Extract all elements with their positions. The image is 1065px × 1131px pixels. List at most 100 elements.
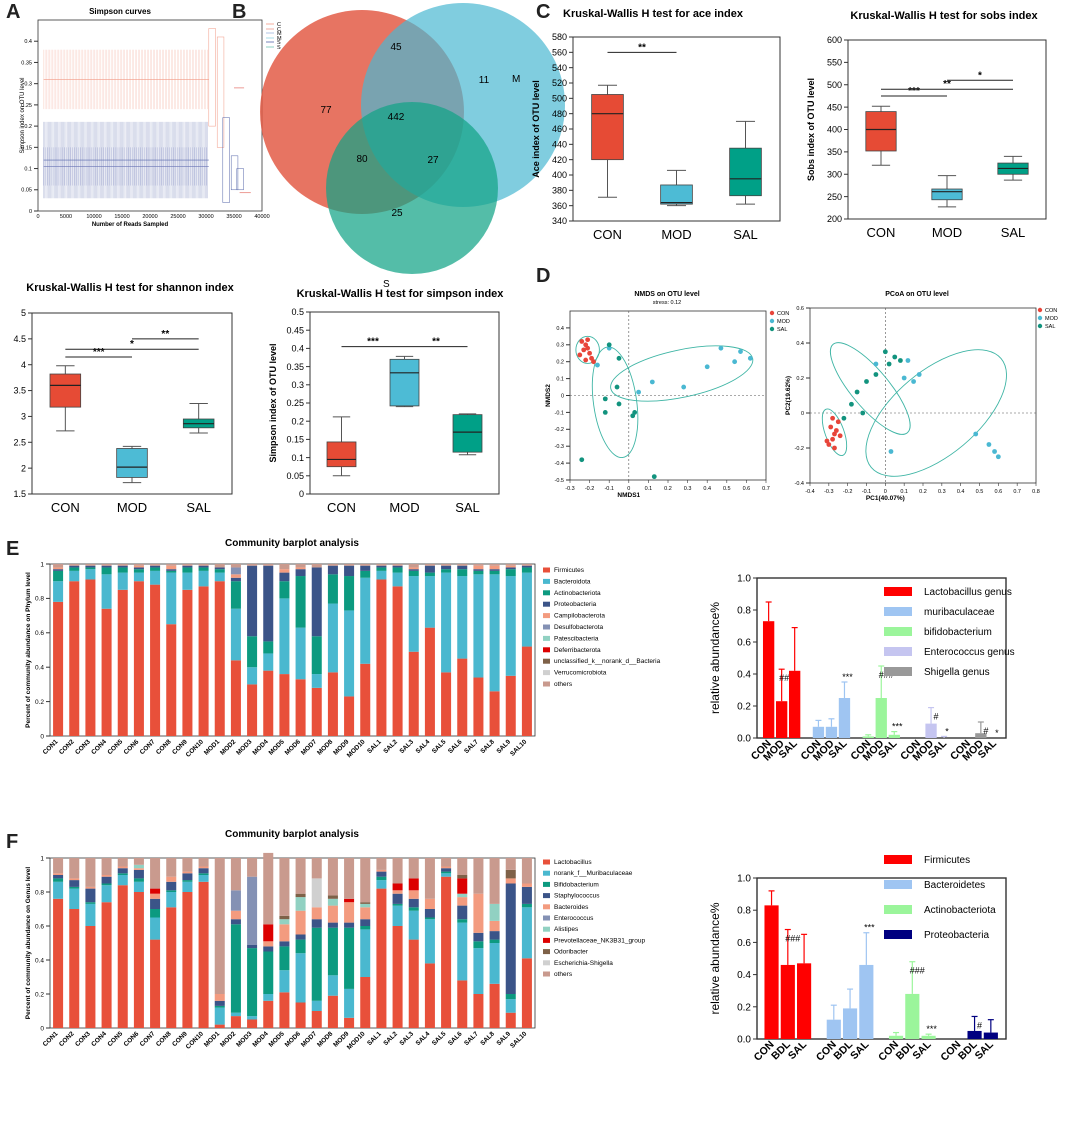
box-con [326,441,357,468]
stack-segment [198,586,209,736]
legend-swatch [543,681,550,687]
y-tick-label: 0 [561,393,564,399]
x-tick-label: MOD4 [251,738,270,757]
y-tick-label: 1 [40,561,44,568]
stack-segment [441,858,452,867]
bar-sal [859,964,874,1039]
y-tick-label: 0.2 [796,376,804,382]
y-tick-label: 0.0 [737,1035,751,1046]
stack-segment [473,574,484,678]
stack-segment [166,565,177,570]
y-tick-label: 0.4 [35,957,44,964]
y-tick-label: 0.45 [286,325,304,335]
y-tick-label: 0.4 [291,344,304,354]
y-tick-label: 0.2 [35,699,44,706]
stack-segment [521,565,532,568]
stack-segment [53,570,64,582]
x-tick-label: MOD8 [316,1030,335,1049]
legend-swatch [543,960,550,966]
stack-segment [327,564,338,566]
box-mod [660,184,693,205]
point-sal [614,384,620,390]
stack-segment [327,905,338,923]
point-mod [986,442,992,447]
stack-segment [263,924,274,942]
legend-label: Campilobacterota [554,613,605,620]
stack-segment [279,924,290,942]
stack-segment [295,569,306,577]
stack-segment [133,864,144,869]
legend-label: M [277,36,282,42]
x-tick-label: 10000 [86,214,101,220]
stack-segment [230,567,241,575]
point-sal [630,413,636,419]
stack-segment [214,1005,225,1008]
stack-segment [133,569,144,573]
legend-label: bifidobacterium [924,627,992,638]
stack-segment [247,565,258,637]
x-tick-label: 0.4 [957,489,965,495]
stack-segment [521,567,532,573]
stack-segment [344,902,355,923]
stack-segment [489,903,500,921]
stack-segment [457,893,468,898]
legend-swatch [884,880,912,889]
stack-segment [360,907,371,920]
stack-segment [182,858,193,872]
legend-swatch [884,627,912,636]
stack-segment [279,970,290,993]
confidence-ellipse [829,342,911,435]
venn-circle-s [326,102,498,274]
stack-segment [182,881,193,892]
x-tick-label: MOD [117,500,147,515]
stack-segment [198,570,209,587]
stack-segment [101,608,112,736]
stack-segment [198,565,209,568]
x-tick-label: 0.3 [684,486,692,492]
stack-segment [263,1000,274,1028]
x-tick-label: CON2 [58,1030,76,1048]
y-tick-label: 580 [552,32,567,42]
stack-segment [360,577,371,664]
stack-segment [505,1012,516,1028]
legend-label: muribaculaceae [924,607,995,618]
x-tick-label: 0.7 [1013,489,1021,495]
y-tick-label: 0 [29,209,32,215]
box-con [865,111,897,152]
x-tick-label: CON10 [185,1030,206,1051]
legend-swatch [543,658,550,664]
stack-segment [198,875,209,882]
legend-swatch [543,893,550,899]
legend-label: Bacteroidetes [924,880,985,891]
x-tick-label: SAL1 [366,738,383,755]
stack-segment [489,691,500,736]
stack-segment [360,564,371,566]
stack-segment [53,878,64,882]
point-con [828,424,834,430]
plot-frame [49,857,536,1029]
stack-segment [166,890,177,892]
legend-marker [769,318,775,324]
stack-segment [521,564,532,566]
stack-segment [521,572,532,647]
stack-segment [247,948,258,1017]
x-tick-label: CON4 [90,738,108,756]
x-tick-label: 0.1 [900,489,908,495]
stack-segment [408,939,419,1028]
stack-segment [101,567,112,575]
stack-segment [392,565,403,568]
stack-segment [117,866,128,869]
legend-marker [769,326,775,332]
stack-segment [311,1000,322,1011]
stack-segment [53,567,64,570]
stack-segment [505,564,516,566]
point-con [587,350,592,356]
y-axis-label: NMDS2 [545,384,552,407]
bar-sal [888,734,900,738]
legend-swatch [543,915,550,921]
stack-segment [133,868,144,870]
legend-marker [769,310,775,316]
stack-segment [230,608,241,661]
ace-boxplot: Kruskal-Wallis H test for ace index 340 36… [531,8,781,242]
